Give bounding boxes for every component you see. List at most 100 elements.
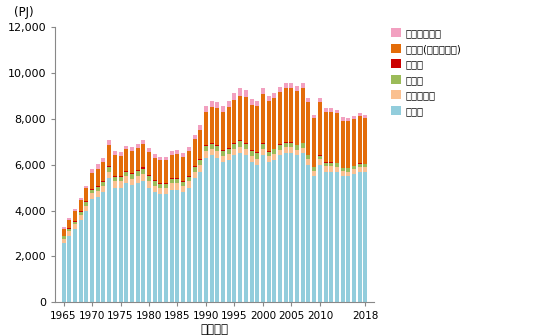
- Bar: [141, 167, 145, 169]
- Bar: [261, 88, 265, 94]
- Bar: [73, 229, 77, 302]
- Bar: [101, 162, 106, 181]
- Bar: [261, 144, 265, 150]
- Bar: [250, 99, 254, 105]
- Bar: [107, 145, 111, 166]
- Bar: [153, 158, 157, 180]
- Bar: [124, 171, 128, 172]
- Bar: [136, 183, 140, 302]
- Bar: [153, 181, 157, 185]
- Bar: [62, 229, 65, 236]
- Bar: [295, 91, 299, 144]
- Bar: [272, 154, 276, 160]
- Bar: [295, 86, 299, 91]
- Bar: [164, 195, 168, 302]
- Bar: [267, 157, 271, 162]
- Bar: [364, 164, 367, 167]
- Bar: [301, 142, 305, 143]
- Bar: [295, 156, 299, 302]
- Bar: [67, 229, 72, 232]
- Bar: [301, 83, 305, 88]
- Bar: [210, 144, 213, 149]
- Bar: [267, 152, 271, 157]
- Bar: [272, 160, 276, 302]
- Bar: [221, 156, 225, 162]
- Bar: [216, 102, 219, 108]
- Bar: [301, 88, 305, 142]
- Bar: [136, 170, 140, 171]
- Bar: [79, 215, 82, 220]
- Bar: [312, 115, 316, 119]
- Bar: [244, 90, 248, 97]
- Bar: [164, 183, 168, 184]
- Bar: [181, 181, 185, 182]
- Bar: [96, 169, 100, 186]
- Bar: [306, 98, 311, 102]
- Bar: [170, 178, 174, 179]
- Bar: [233, 100, 236, 143]
- Bar: [192, 166, 196, 167]
- Bar: [79, 220, 82, 302]
- Bar: [312, 167, 316, 171]
- Bar: [170, 179, 174, 183]
- Bar: [323, 108, 328, 112]
- Bar: [210, 101, 213, 107]
- Bar: [147, 181, 151, 187]
- Bar: [255, 165, 259, 302]
- Bar: [113, 177, 117, 181]
- Bar: [210, 143, 213, 144]
- Bar: [318, 155, 322, 156]
- Bar: [67, 218, 72, 220]
- Bar: [84, 206, 89, 211]
- Bar: [187, 181, 191, 187]
- Bar: [101, 181, 106, 182]
- Bar: [364, 172, 367, 302]
- Bar: [118, 176, 123, 177]
- Bar: [295, 145, 299, 150]
- Bar: [101, 192, 106, 302]
- Bar: [238, 88, 242, 95]
- Bar: [141, 174, 145, 181]
- Bar: [340, 121, 345, 168]
- Bar: [164, 160, 168, 183]
- Bar: [136, 148, 140, 170]
- Bar: [113, 187, 117, 302]
- Bar: [284, 148, 288, 153]
- Bar: [84, 211, 89, 302]
- Bar: [272, 98, 276, 149]
- Bar: [158, 160, 162, 183]
- Bar: [113, 156, 117, 176]
- Bar: [221, 112, 225, 150]
- Bar: [289, 83, 293, 88]
- Bar: [84, 185, 89, 188]
- Bar: [238, 140, 242, 141]
- Bar: [267, 101, 271, 151]
- Bar: [107, 167, 111, 172]
- Bar: [238, 95, 242, 140]
- Bar: [255, 159, 259, 165]
- Bar: [153, 185, 157, 192]
- Bar: [158, 183, 162, 184]
- Bar: [107, 172, 111, 178]
- Bar: [284, 83, 288, 88]
- Bar: [227, 108, 231, 148]
- Bar: [147, 187, 151, 302]
- Bar: [358, 117, 362, 164]
- Bar: [79, 211, 82, 212]
- Bar: [198, 130, 202, 159]
- Bar: [181, 182, 185, 186]
- Bar: [301, 153, 305, 302]
- Bar: [227, 154, 231, 160]
- Bar: [318, 102, 322, 155]
- Bar: [192, 172, 196, 178]
- Bar: [118, 152, 123, 156]
- Bar: [261, 94, 265, 143]
- Bar: [244, 143, 248, 149]
- Bar: [233, 93, 236, 100]
- Bar: [221, 106, 225, 112]
- Bar: [170, 183, 174, 190]
- Bar: [272, 93, 276, 98]
- Bar: [181, 186, 185, 192]
- Bar: [329, 162, 333, 163]
- Bar: [284, 143, 288, 148]
